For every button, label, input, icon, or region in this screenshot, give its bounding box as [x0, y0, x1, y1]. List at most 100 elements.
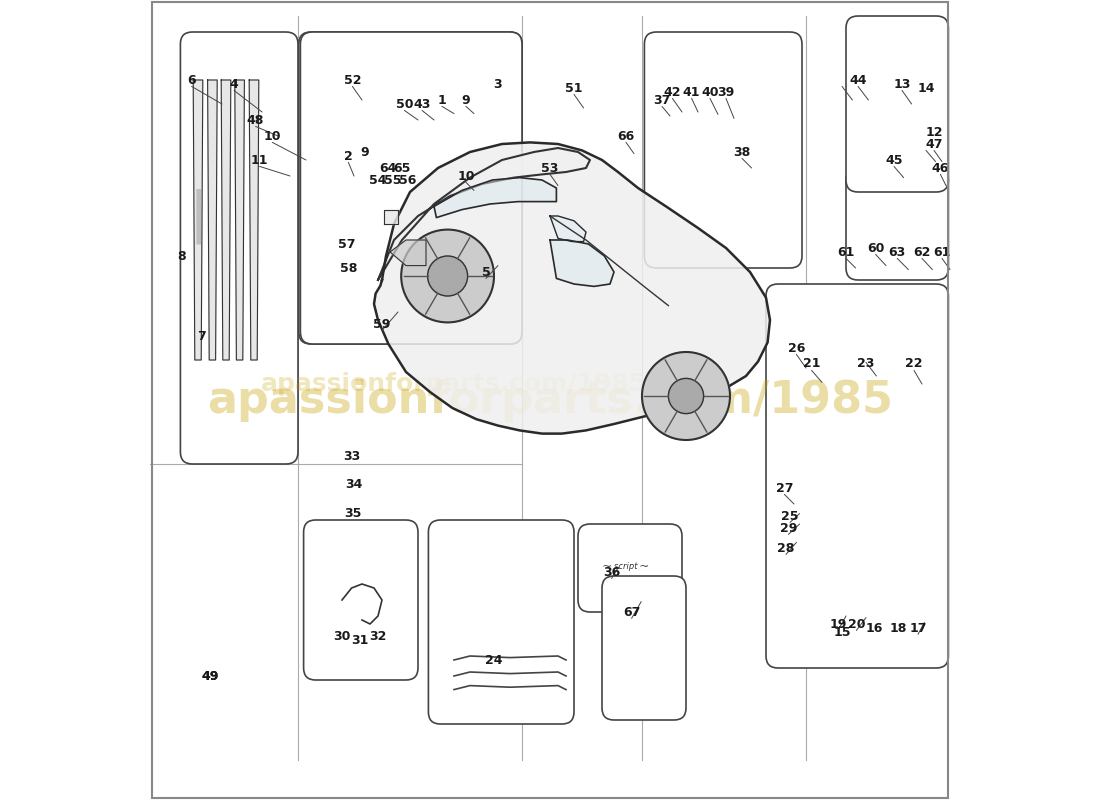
- Text: 21: 21: [803, 358, 821, 370]
- Polygon shape: [550, 240, 614, 286]
- FancyBboxPatch shape: [428, 520, 574, 724]
- Text: 22: 22: [905, 358, 923, 370]
- Polygon shape: [378, 148, 590, 280]
- Text: 43: 43: [414, 98, 431, 110]
- FancyBboxPatch shape: [602, 576, 686, 720]
- Text: 50: 50: [396, 98, 414, 110]
- Text: 57: 57: [338, 238, 355, 250]
- Polygon shape: [194, 80, 202, 360]
- FancyBboxPatch shape: [578, 524, 682, 612]
- Text: 6: 6: [187, 74, 196, 86]
- Text: apassionforparts.com/1985: apassionforparts.com/1985: [207, 378, 893, 422]
- Text: 46: 46: [932, 162, 949, 174]
- Text: |: |: [182, 188, 214, 244]
- Polygon shape: [234, 80, 244, 360]
- Polygon shape: [208, 80, 217, 360]
- Text: 1: 1: [438, 94, 447, 106]
- Text: 9: 9: [360, 146, 368, 158]
- Polygon shape: [434, 178, 557, 218]
- Text: 32: 32: [370, 630, 387, 642]
- Text: apassionforparts.com/1985: apassionforparts.com/1985: [261, 372, 647, 396]
- Text: 10: 10: [264, 130, 282, 142]
- Text: 45: 45: [886, 154, 903, 166]
- Text: 62: 62: [913, 246, 931, 258]
- FancyBboxPatch shape: [304, 520, 418, 680]
- Text: 9: 9: [462, 94, 471, 106]
- Text: 41: 41: [683, 86, 701, 98]
- FancyBboxPatch shape: [846, 168, 948, 280]
- FancyBboxPatch shape: [645, 32, 802, 268]
- Text: 58: 58: [340, 262, 358, 274]
- Text: 40: 40: [702, 86, 718, 98]
- Text: 48: 48: [246, 114, 264, 126]
- Text: 3: 3: [494, 78, 503, 90]
- Text: 18: 18: [889, 622, 906, 634]
- Text: 25: 25: [781, 510, 799, 522]
- Polygon shape: [550, 216, 586, 242]
- Polygon shape: [390, 240, 426, 266]
- Polygon shape: [250, 80, 258, 360]
- FancyBboxPatch shape: [846, 16, 948, 192]
- FancyBboxPatch shape: [300, 32, 522, 344]
- Text: 61: 61: [933, 246, 950, 258]
- Text: 12: 12: [925, 126, 943, 138]
- Text: 52: 52: [343, 74, 361, 86]
- Text: 65: 65: [394, 162, 410, 174]
- FancyBboxPatch shape: [766, 284, 948, 668]
- Text: 19: 19: [829, 618, 847, 630]
- Text: 15: 15: [834, 626, 850, 638]
- Text: 59: 59: [373, 318, 390, 330]
- Text: 51: 51: [565, 82, 583, 94]
- Text: 35: 35: [343, 507, 361, 520]
- Text: 23: 23: [857, 358, 874, 370]
- FancyBboxPatch shape: [299, 32, 522, 344]
- Text: 20: 20: [848, 618, 865, 630]
- Text: 44: 44: [849, 74, 867, 86]
- Text: 42: 42: [663, 86, 681, 98]
- Text: 8: 8: [178, 250, 186, 262]
- Text: 2: 2: [344, 150, 353, 162]
- Text: 38: 38: [734, 146, 750, 158]
- Circle shape: [642, 352, 730, 440]
- Circle shape: [428, 256, 468, 296]
- Text: 29: 29: [780, 522, 798, 534]
- Text: 66: 66: [617, 130, 635, 142]
- Circle shape: [669, 378, 704, 414]
- Text: 55: 55: [384, 174, 402, 186]
- Text: 31: 31: [351, 634, 369, 646]
- Text: 67: 67: [623, 606, 640, 618]
- Text: 36: 36: [603, 566, 620, 578]
- Text: 16: 16: [866, 622, 882, 634]
- Circle shape: [402, 230, 494, 322]
- Text: ⁓ script ⁓: ⁓ script ⁓: [603, 562, 649, 571]
- Text: 27: 27: [776, 482, 793, 494]
- Text: 49: 49: [201, 670, 219, 682]
- Polygon shape: [221, 80, 231, 360]
- Text: 47: 47: [925, 138, 943, 150]
- Text: 60: 60: [867, 242, 884, 254]
- Text: 10: 10: [458, 170, 475, 182]
- Polygon shape: [374, 142, 770, 434]
- Text: 11: 11: [251, 154, 268, 166]
- Text: 34: 34: [345, 478, 363, 490]
- Text: 24: 24: [485, 654, 503, 666]
- Text: 61: 61: [837, 246, 855, 258]
- FancyBboxPatch shape: [180, 32, 298, 464]
- Text: 39: 39: [717, 86, 735, 98]
- Text: 30: 30: [333, 630, 351, 642]
- Text: 13: 13: [893, 78, 911, 90]
- Text: 53: 53: [541, 162, 559, 174]
- Text: 56: 56: [399, 174, 416, 186]
- Text: 7: 7: [198, 330, 207, 342]
- Text: 28: 28: [778, 542, 794, 554]
- Text: 33: 33: [343, 450, 360, 462]
- Polygon shape: [384, 210, 398, 224]
- Text: 4: 4: [230, 78, 239, 90]
- Text: 17: 17: [910, 622, 926, 634]
- Text: 5: 5: [482, 266, 491, 278]
- Text: 14: 14: [917, 82, 935, 94]
- Text: 63: 63: [889, 246, 905, 258]
- Text: 54: 54: [370, 174, 387, 186]
- Text: 64: 64: [378, 162, 396, 174]
- Text: 37: 37: [653, 94, 671, 106]
